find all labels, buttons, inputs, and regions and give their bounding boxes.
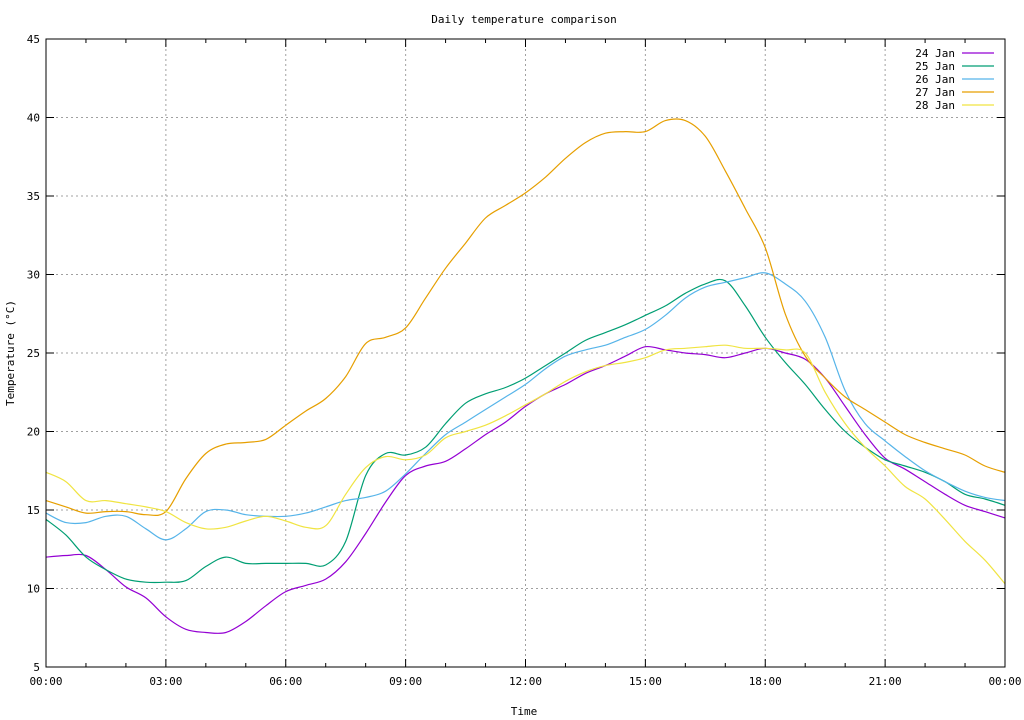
x-tick-label: 21:00 <box>869 675 902 688</box>
series-line-27-jan <box>45 118 1006 516</box>
y-tick-label: 40 <box>27 112 40 125</box>
legend-label-27-jan: 27 Jan <box>915 86 955 99</box>
y-tick-label: 45 <box>27 33 40 46</box>
x-tick-label: 00:00 <box>29 675 62 688</box>
legend-label-26-jan: 26 Jan <box>915 73 955 86</box>
y-tick-label: 20 <box>27 426 40 439</box>
y-tick-label: 10 <box>27 583 40 596</box>
x-tick-label: 18:00 <box>749 675 782 688</box>
series-line-26-jan <box>45 272 1006 541</box>
legend-label-28-jan: 28 Jan <box>915 99 955 112</box>
series-line-24-jan <box>45 345 1006 635</box>
y-axis-tick-labels: 5 10 15 20 25 30 35 40 45 <box>27 33 40 674</box>
y-tick-label: 25 <box>27 347 40 360</box>
x-tick-label: 15:00 <box>629 675 662 688</box>
x-axis-tick-labels: 00:00 03:00 06:00 09:00 12:00 15:00 18:00 21:00… <box>29 675 1021 688</box>
x-tick-label: 00:00 <box>988 675 1021 688</box>
series-line-28-jan <box>45 344 1006 585</box>
series-line-25-jan <box>45 278 1006 584</box>
y-tick-label: 35 <box>27 190 40 203</box>
y-tick-label: 15 <box>27 504 40 517</box>
y-tick-label: 30 <box>27 269 40 282</box>
x-tick-label: 03:00 <box>149 675 182 688</box>
x-tick-label: 12:00 <box>509 675 542 688</box>
x-tick-label: 06:00 <box>269 675 302 688</box>
x-tick-label: 09:00 <box>389 675 422 688</box>
y-tick-label: 5 <box>33 661 40 674</box>
y-axis-label: Temperature (°C) <box>4 300 17 406</box>
series-lines <box>45 118 1006 635</box>
legend-label-24-jan: 24 Jan <box>915 47 955 60</box>
grid-lines <box>46 39 1005 667</box>
legend-label-25-jan: 25 Jan <box>915 60 955 73</box>
chart-title: Daily temperature comparison <box>431 13 616 26</box>
axis-ticks <box>45 38 1006 668</box>
x-axis-label: Time <box>511 705 538 718</box>
